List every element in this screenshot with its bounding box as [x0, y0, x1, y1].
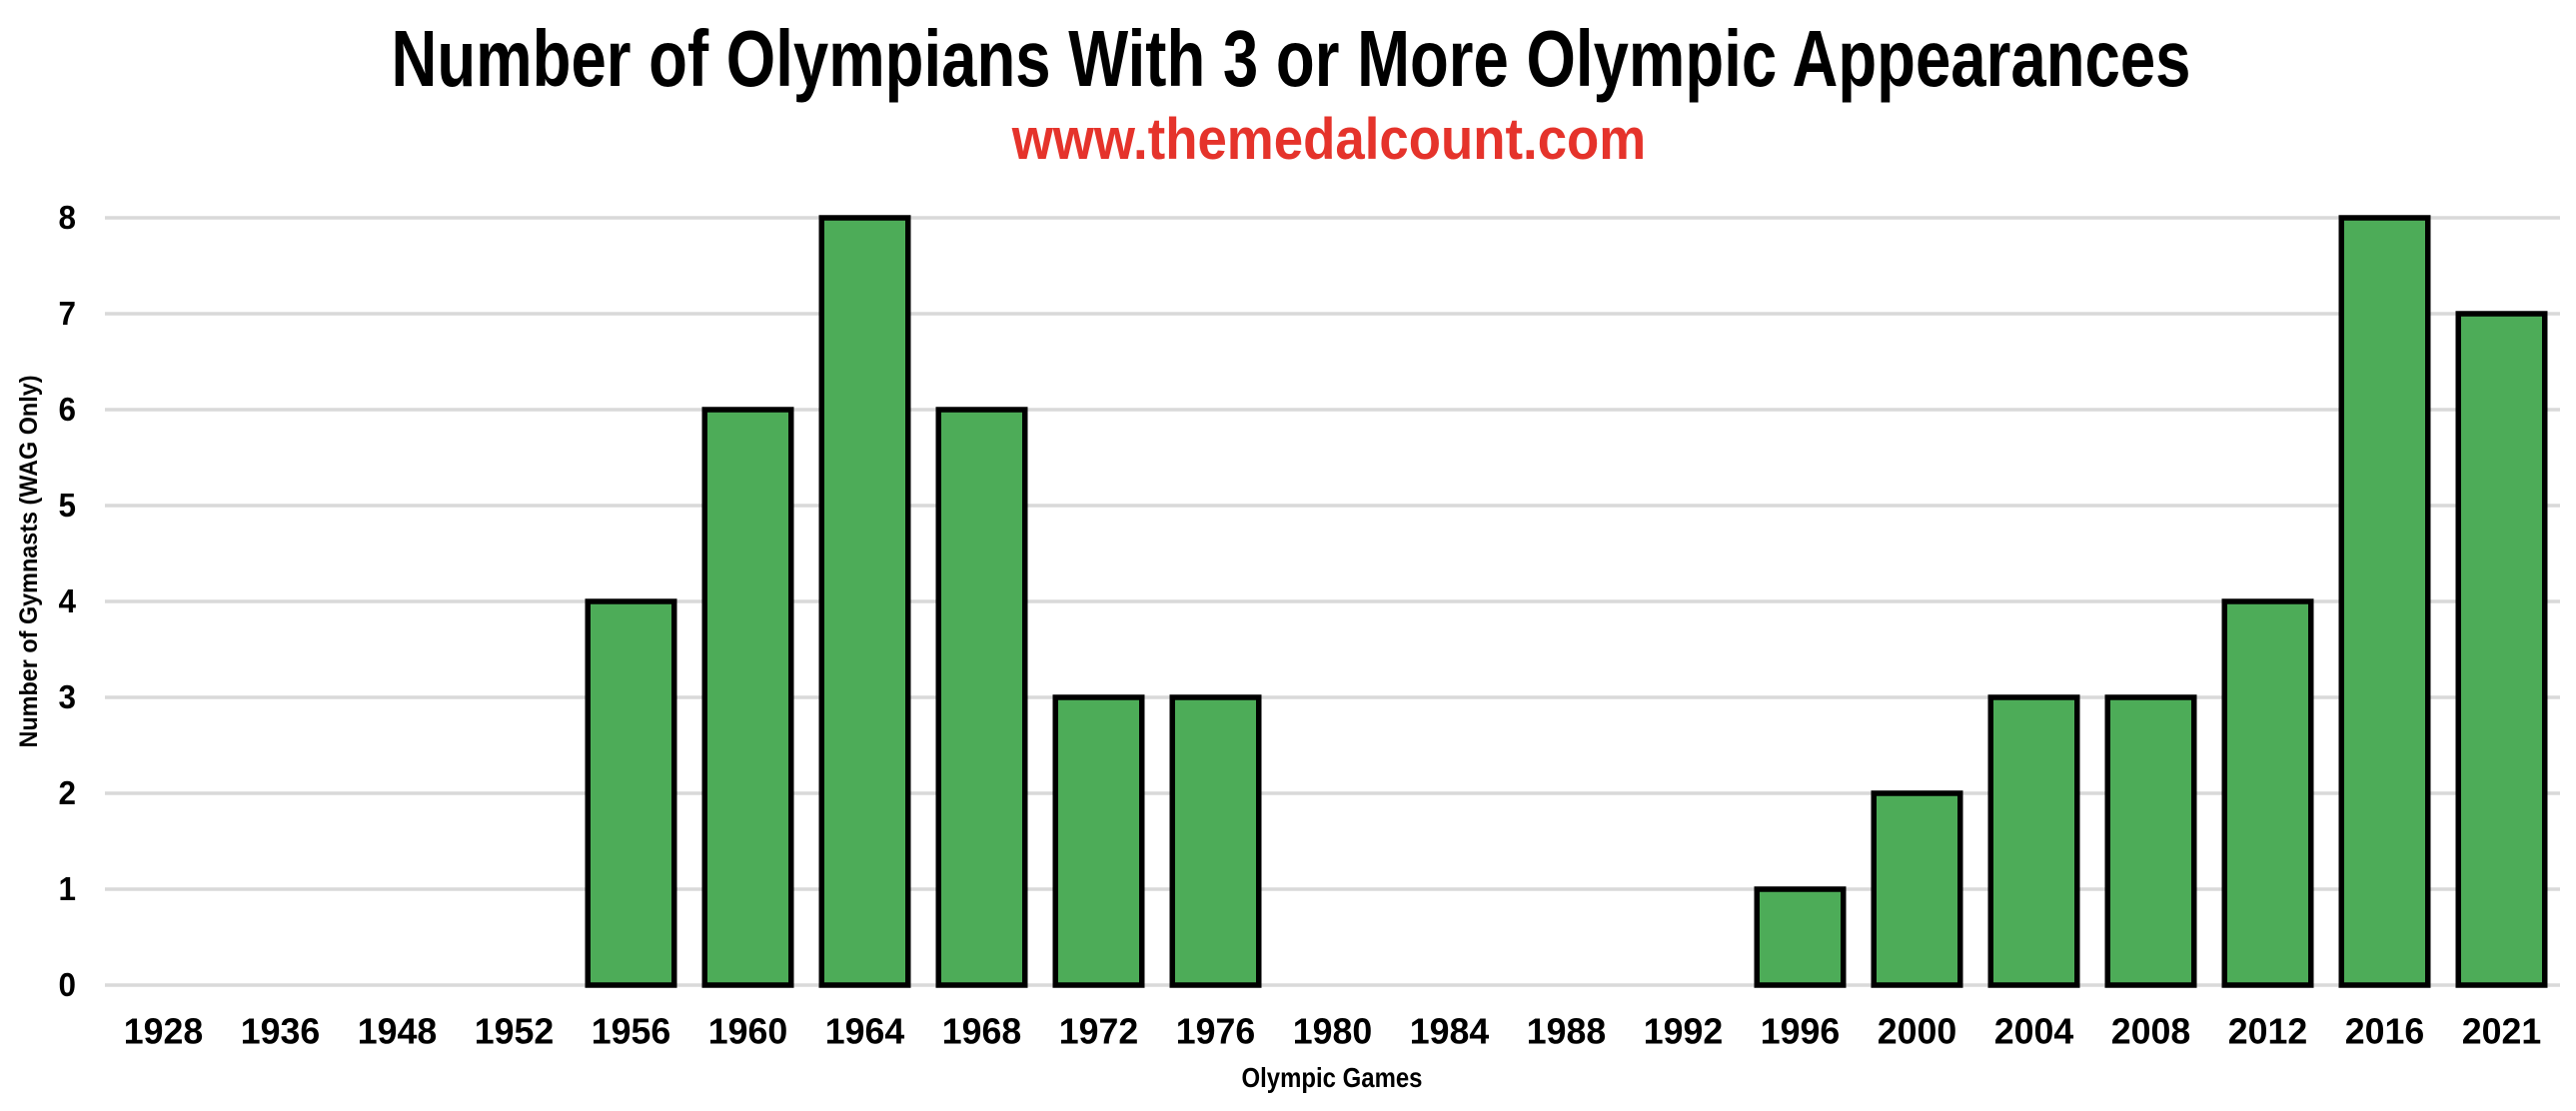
svg-text:1956: 1956: [592, 1010, 671, 1051]
svg-text:1936: 1936: [241, 1010, 321, 1051]
svg-text:2008: 2008: [2111, 1010, 2191, 1051]
svg-text:1972: 1972: [1059, 1010, 1139, 1051]
svg-text:www.themedalcount.com: www.themedalcount.com: [1011, 107, 1646, 172]
svg-text:1996: 1996: [1761, 1010, 1841, 1051]
svg-text:0: 0: [59, 966, 77, 1003]
svg-text:1980: 1980: [1293, 1010, 1373, 1051]
svg-text:8: 8: [59, 199, 77, 236]
svg-text:1960: 1960: [708, 1010, 788, 1051]
svg-text:2016: 2016: [2345, 1010, 2425, 1051]
svg-text:6: 6: [59, 391, 77, 428]
svg-text:5: 5: [59, 487, 77, 524]
svg-text:1928: 1928: [124, 1010, 204, 1051]
svg-text:Olympic Games: Olympic Games: [1242, 1062, 1423, 1093]
svg-text:Number of Gymnasts (WAG Only): Number of Gymnasts (WAG Only): [15, 376, 43, 748]
svg-text:2000: 2000: [1878, 1010, 1957, 1051]
svg-text:3: 3: [59, 678, 77, 715]
svg-text:1968: 1968: [942, 1010, 1022, 1051]
svg-text:1952: 1952: [475, 1010, 555, 1051]
svg-text:2012: 2012: [2228, 1010, 2308, 1051]
svg-text:7: 7: [59, 295, 77, 332]
svg-text:1988: 1988: [1527, 1010, 1607, 1051]
svg-text:1: 1: [59, 870, 77, 907]
svg-text:1992: 1992: [1644, 1010, 1724, 1051]
svg-text:1948: 1948: [358, 1010, 438, 1051]
svg-text:2021: 2021: [2462, 1010, 2542, 1051]
svg-text:Number of Olympians With 3 or: Number of Olympians With 3 or More Olymp…: [392, 14, 2191, 103]
svg-text:2004: 2004: [1994, 1010, 2074, 1051]
svg-text:4: 4: [59, 582, 77, 619]
svg-text:2: 2: [59, 774, 77, 811]
svg-text:1984: 1984: [1410, 1010, 1490, 1051]
svg-text:1964: 1964: [825, 1010, 905, 1051]
svg-text:1976: 1976: [1176, 1010, 1256, 1051]
